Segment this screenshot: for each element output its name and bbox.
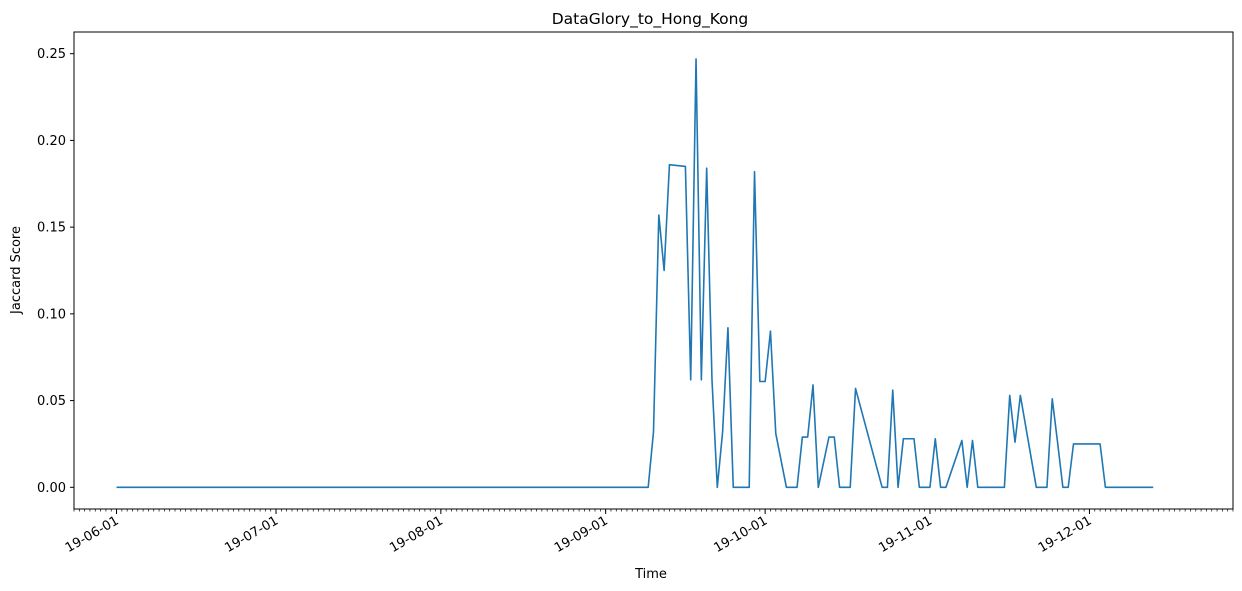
y-axis-label: Jaccard Score — [9, 226, 24, 315]
series-line-0 — [116, 58, 1154, 489]
x-tick-label: 19-09-01 — [552, 513, 611, 555]
x-tick-label: 19-08-01 — [387, 513, 446, 555]
y-tick-label: 0.00 — [37, 481, 66, 496]
chart-title: DataGlory_to_Hong_Kong — [552, 10, 749, 29]
y-tick-label: 0.10 — [37, 307, 66, 322]
x-tick-label: 19-11-01 — [876, 513, 935, 555]
x-tick-label: 19-12-01 — [1036, 513, 1095, 555]
y-tick-label: 0.20 — [37, 134, 66, 149]
x-tick-label: 19-10-01 — [712, 513, 771, 555]
x-tick-label: 19-06-01 — [63, 513, 122, 555]
x-axis-label: Time — [634, 567, 667, 582]
y-tick-label: 0.05 — [37, 394, 66, 409]
x-tick-label: 19-07-01 — [222, 513, 281, 555]
y-tick-label: 0.25 — [37, 47, 66, 62]
y-tick-label: 0.15 — [37, 221, 66, 236]
